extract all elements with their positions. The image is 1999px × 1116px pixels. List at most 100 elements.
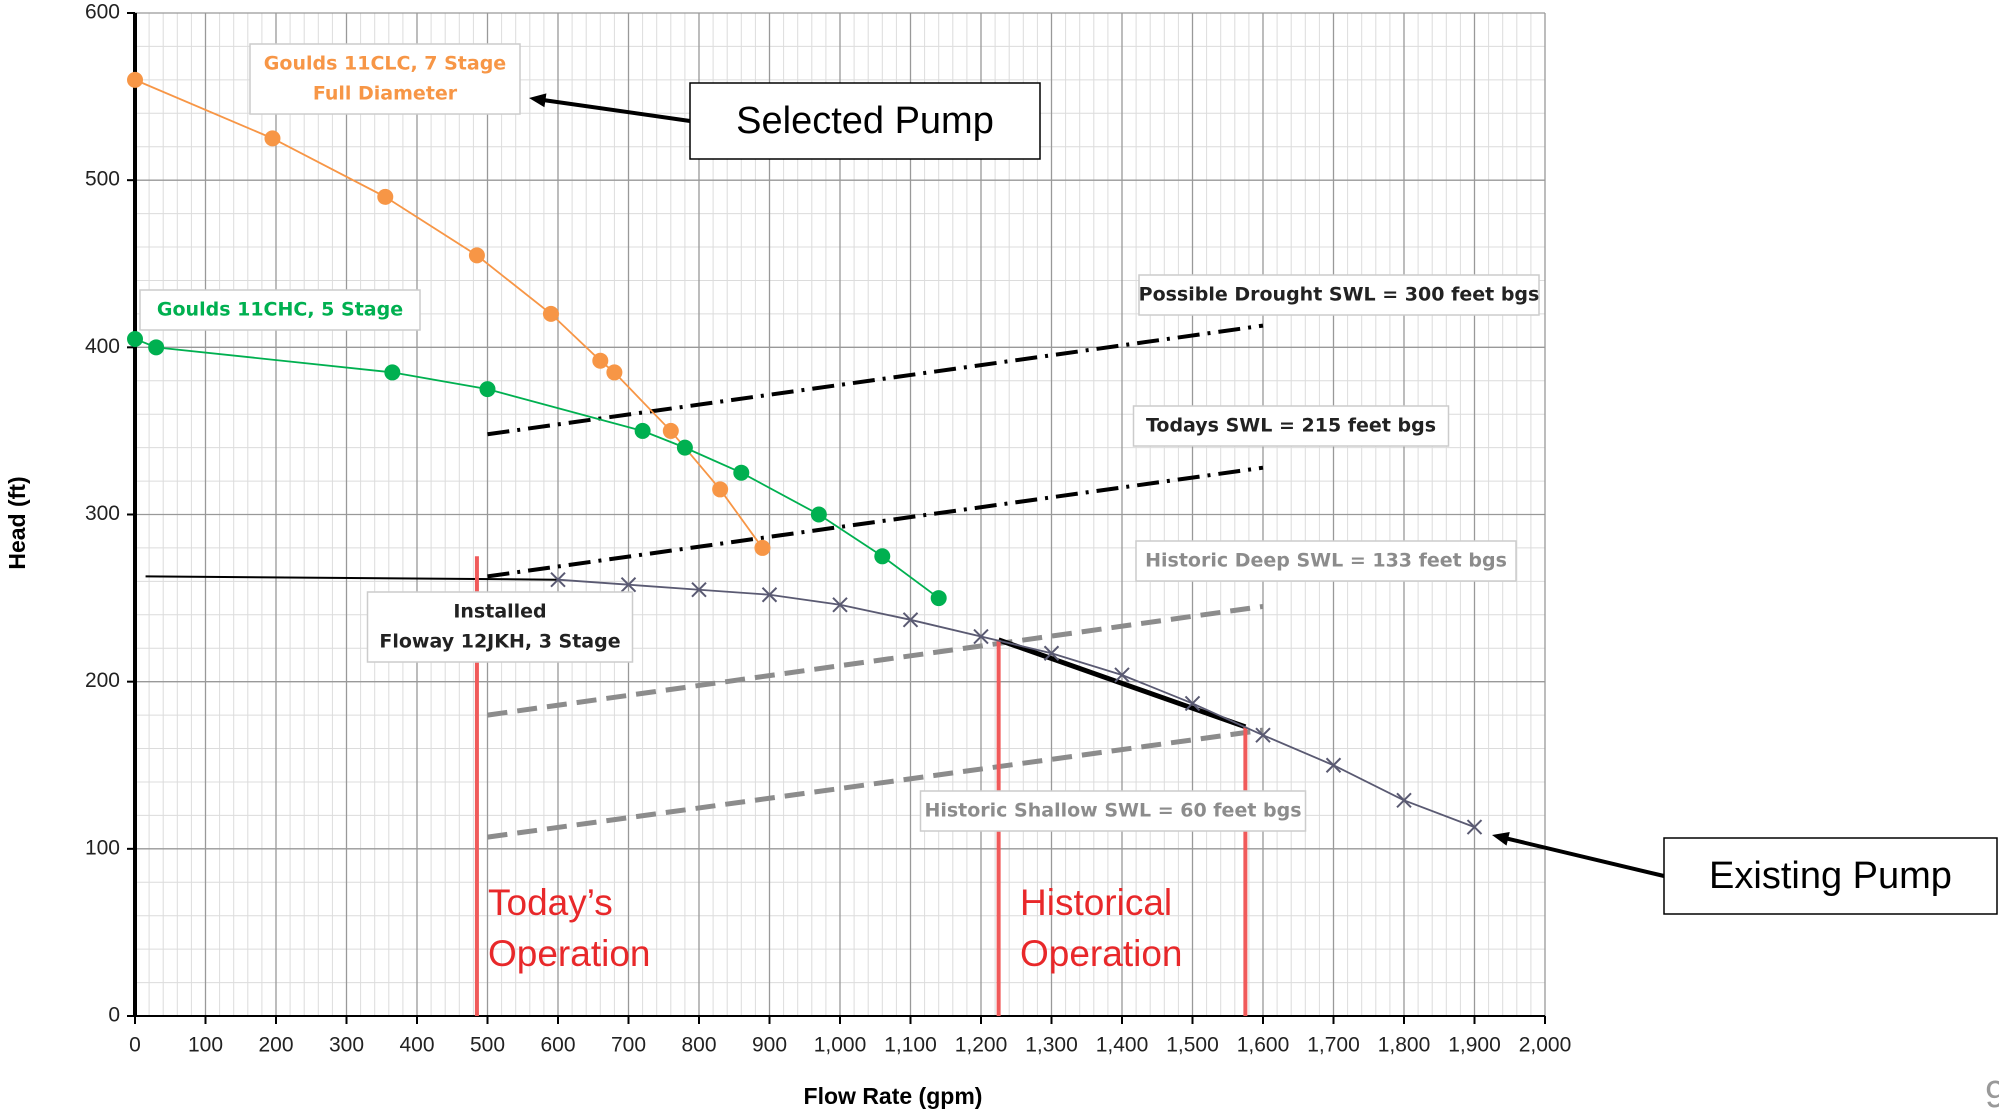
operation-label: Today’s	[488, 882, 613, 923]
x-tick-label: 800	[681, 1034, 716, 1057]
label-text: Installed	[453, 601, 546, 623]
callout-box	[1663, 837, 1998, 915]
x-axis-title: Flow Rate (gpm)	[804, 1083, 983, 1109]
point	[761, 587, 778, 603]
point	[384, 364, 401, 381]
label-text: Goulds 11CHC, 5 Stage	[157, 299, 403, 321]
series-line	[134, 79, 764, 549]
label-text: Historic Shallow SWL = 60 feet bgs	[924, 800, 1301, 822]
label-text: Full Diameter	[313, 83, 458, 105]
label-box	[1135, 540, 1517, 582]
x-tick-label: 700	[611, 1034, 646, 1057]
point	[1043, 645, 1060, 661]
label-box	[366, 591, 634, 663]
point	[634, 422, 651, 439]
point	[691, 582, 707, 598]
series-line	[557, 578, 1475, 828]
x-tick-label: 1,000	[814, 1034, 867, 1057]
label-text: Todays SWL = 215 feet bgs	[1146, 415, 1436, 437]
point	[662, 422, 679, 439]
point	[127, 71, 143, 88]
x-tick-label: 1,200	[955, 1034, 1008, 1057]
x-tick-label: 100	[188, 1034, 223, 1057]
point	[264, 130, 281, 147]
point	[1325, 757, 1342, 773]
y-tick-label: 0	[108, 1004, 120, 1027]
callout-box	[689, 82, 1041, 160]
page-number: 9	[1985, 1074, 1999, 1116]
y-tick-label: 100	[85, 836, 120, 859]
point	[902, 612, 919, 628]
operation-label: Operation	[1020, 933, 1183, 974]
point	[592, 352, 609, 369]
x-tick-label: 1,600	[1237, 1034, 1290, 1057]
x-tick-label: 300	[329, 1034, 364, 1057]
reference-line	[487, 727, 1264, 840]
y-tick-label: 200	[85, 669, 120, 692]
x-tick-label: 600	[540, 1034, 575, 1057]
x-tick-label: 1,100	[884, 1034, 937, 1057]
point	[1184, 695, 1201, 712]
point	[1255, 727, 1271, 743]
x-tick-label: 0	[129, 1034, 141, 1057]
reference-line	[487, 465, 1264, 579]
callout-text: Existing Pump	[1709, 855, 1952, 897]
x-tick-label: 1,500	[1166, 1034, 1219, 1057]
label-box	[919, 790, 1307, 832]
x-tick-label: 200	[258, 1034, 293, 1057]
series-line	[134, 338, 940, 599]
point	[874, 548, 891, 565]
point	[620, 577, 637, 593]
point	[1114, 667, 1130, 683]
label-text: Floway 12JKH, 3 Stage	[379, 631, 620, 653]
y-tick-label: 400	[85, 335, 120, 358]
operation-label: Operation	[488, 933, 651, 974]
label-box	[1132, 405, 1450, 447]
callout-arrow	[1505, 836, 1665, 878]
point	[148, 339, 165, 356]
x-tick-label: 1,400	[1096, 1034, 1149, 1057]
label-text: Historic Deep SWL = 133 feet bgs	[1145, 550, 1507, 572]
callout-text: Selected Pump	[736, 100, 994, 142]
point	[550, 571, 566, 588]
callout-arrow	[542, 98, 691, 123]
y-tick-label: 500	[85, 168, 120, 191]
x-tick-label: 500	[470, 1034, 505, 1057]
point	[973, 628, 989, 645]
point	[127, 330, 143, 347]
point	[930, 590, 947, 607]
callout-arrowhead	[1492, 832, 1510, 846]
x-tick-label: 1,300	[1025, 1034, 1078, 1057]
reference-line	[487, 323, 1264, 437]
y-tick-label: 600	[85, 1, 120, 24]
point	[1396, 792, 1412, 809]
reference-line	[997, 637, 1247, 730]
point	[542, 305, 559, 322]
point	[810, 506, 827, 523]
point	[606, 364, 623, 381]
point	[479, 381, 496, 398]
label-box	[139, 289, 421, 331]
reference-line	[487, 603, 1264, 718]
x-tick-label: 900	[752, 1034, 787, 1057]
point	[1466, 819, 1483, 835]
point	[676, 439, 693, 456]
point	[712, 481, 729, 498]
reference-line	[145, 575, 559, 581]
operation-label: Historical	[1020, 882, 1172, 923]
x-tick-label: 1,700	[1307, 1034, 1360, 1057]
x-tick-label: 2,000	[1519, 1034, 1572, 1057]
point	[468, 247, 485, 264]
label-text: Goulds 11CLC, 7 Stage	[264, 53, 506, 75]
label-box	[1138, 274, 1540, 316]
point	[832, 597, 848, 613]
y-tick-label: 300	[85, 502, 120, 525]
point	[377, 188, 394, 205]
point	[733, 464, 750, 481]
x-tick-label: 1,900	[1448, 1034, 1501, 1057]
label-text: Possible Drought SWL = 300 feet bgs	[1139, 284, 1540, 306]
point	[754, 539, 771, 556]
x-tick-label: 1,800	[1378, 1034, 1431, 1057]
callout-arrowhead	[529, 93, 547, 108]
